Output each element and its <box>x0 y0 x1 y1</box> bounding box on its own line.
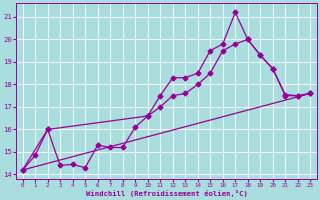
X-axis label: Windchill (Refroidissement éolien,°C): Windchill (Refroidissement éolien,°C) <box>85 190 247 197</box>
